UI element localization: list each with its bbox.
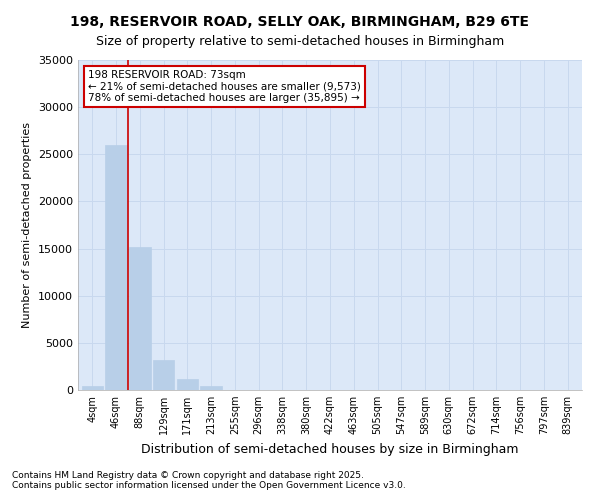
Text: Size of property relative to semi-detached houses in Birmingham: Size of property relative to semi-detach… (96, 35, 504, 48)
Bar (176, 378, 198, 390)
Bar (129, 246, 151, 390)
Y-axis label: Number of semi-detached properties: Number of semi-detached properties (22, 122, 32, 328)
Bar (106, 145, 127, 390)
Bar (153, 360, 174, 390)
Text: 198, RESERVOIR ROAD, SELLY OAK, BIRMINGHAM, B29 6TE: 198, RESERVOIR ROAD, SELLY OAK, BIRMINGH… (71, 15, 530, 29)
Text: 198 RESERVOIR ROAD: 73sqm
← 21% of semi-detached houses are smaller (9,573)
78% : 198 RESERVOIR ROAD: 73sqm ← 21% of semi-… (88, 70, 361, 103)
Text: Contains HM Land Registry data © Crown copyright and database right 2025.
Contai: Contains HM Land Registry data © Crown c… (12, 470, 406, 490)
Bar (82, 386, 103, 390)
Bar (200, 386, 222, 390)
X-axis label: Distribution of semi-detached houses by size in Birmingham: Distribution of semi-detached houses by … (141, 442, 519, 456)
